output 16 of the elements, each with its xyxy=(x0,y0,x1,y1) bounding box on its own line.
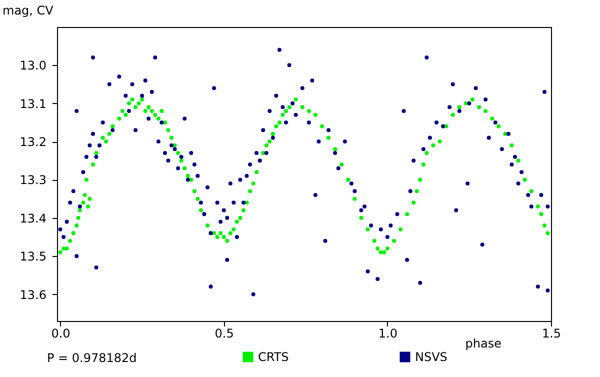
y-tick-label: 13.3 xyxy=(20,173,46,188)
y-axis-title: mag, CV xyxy=(2,4,54,18)
x-axis-title: phase xyxy=(465,336,502,350)
y-tick-label: 13.0 xyxy=(20,58,46,73)
y-tick-label: 13.1 xyxy=(20,96,46,111)
y-tick-label: 13.6 xyxy=(20,288,46,302)
y-tick-label: 13.4 xyxy=(20,211,46,226)
text: P = 0.978182d xyxy=(47,351,137,365)
y-tick-label: 13.2 xyxy=(20,135,46,150)
x-tick-label: 1.5 xyxy=(542,326,562,340)
x-tick-label: 0.5 xyxy=(214,326,234,340)
x-tick-label: 0.0 xyxy=(51,326,70,340)
y-tick-label: 13.5 xyxy=(20,250,46,264)
legend-label: CRTS xyxy=(258,350,289,364)
legend-label: NSVS xyxy=(415,350,448,364)
x-tick-label: 1.0 xyxy=(378,326,398,340)
